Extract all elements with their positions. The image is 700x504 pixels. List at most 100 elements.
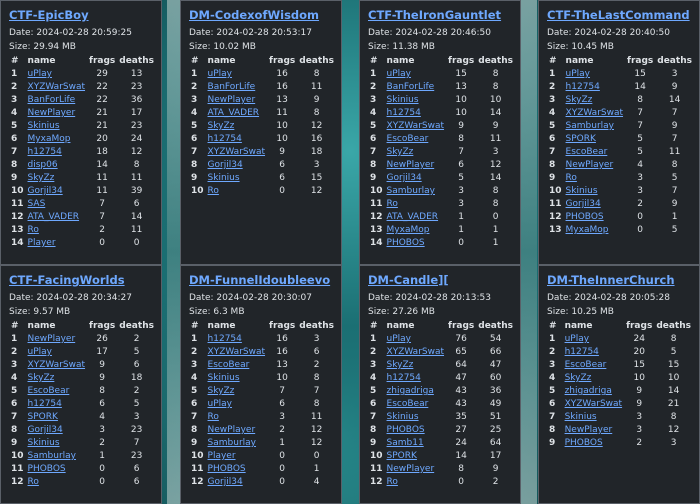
player-link[interactable]: SkyZz (564, 373, 592, 383)
player-link[interactable]: EscoBear (565, 147, 608, 157)
match-title-link[interactable]: DM-TheInnerChurch (547, 273, 675, 287)
match-title-link[interactable]: DM-CodexofWisdom (189, 8, 320, 22)
player-link[interactable]: XYZWarSwat (27, 82, 86, 92)
player-link[interactable]: SkyZz (207, 386, 235, 396)
player-link[interactable]: Ro (207, 186, 219, 196)
match-title-link[interactable]: CTF-TheLastCommand (547, 8, 690, 22)
player-link[interactable]: MyxaMop (27, 134, 71, 144)
player-link[interactable]: Gorjil34 (27, 186, 63, 196)
player-link[interactable]: NewPlayer (565, 160, 614, 170)
player-link[interactable]: uPlay (386, 334, 412, 344)
player-link[interactable]: BanForLife (207, 82, 256, 92)
player-link[interactable]: NewPlayer (27, 108, 76, 118)
match-title-link[interactable]: DM-FunnelIdoubleevo (189, 273, 331, 287)
player-link[interactable]: EscoBear (564, 360, 607, 370)
player-link[interactable]: PHOBOS (386, 425, 425, 435)
player-link[interactable]: XYZWarSwat (565, 108, 624, 118)
player-link[interactable]: h12754 (207, 334, 242, 344)
player-link[interactable]: PHOBOS (565, 212, 604, 222)
player-link[interactable]: Samburlay (565, 121, 614, 131)
player-link[interactable]: EscoBear (207, 360, 250, 370)
player-link[interactable]: Skinius (207, 373, 240, 383)
player-link[interactable]: PHOBOS (207, 464, 246, 474)
player-link[interactable]: NewPlayer (386, 464, 435, 474)
player-link[interactable]: h12754 (207, 134, 242, 144)
player-link[interactable]: PHOBOS (564, 438, 603, 448)
player-link[interactable]: Ro (27, 225, 39, 235)
player-link[interactable]: EscoBear (386, 134, 429, 144)
player-link[interactable]: Ro (386, 477, 398, 487)
player-link[interactable]: PHOBOS (386, 238, 425, 248)
player-link[interactable]: ATA_VADER (207, 108, 260, 118)
player-link[interactable]: Skinius (564, 412, 597, 422)
player-link[interactable]: uPlay (207, 399, 233, 409)
player-link[interactable]: zhigadriga (386, 386, 434, 396)
player-link[interactable]: NewPlayer (386, 160, 435, 170)
player-link[interactable]: Ro (565, 173, 577, 183)
match-title-link[interactable]: CTF-EpicBoy (9, 8, 89, 22)
player-link[interactable]: XYZWarSwat (386, 347, 445, 357)
player-link[interactable]: NewPlayer (207, 95, 256, 105)
player-link[interactable]: Skinius (27, 121, 60, 131)
player-link[interactable]: zhigadriga (564, 386, 612, 396)
player-link[interactable]: Skinius (386, 412, 419, 422)
player-link[interactable]: Gorjil34 (27, 425, 63, 435)
player-link[interactable]: Ro (27, 477, 39, 487)
player-link[interactable]: Gorjil34 (565, 199, 601, 209)
player-link[interactable]: h12754 (386, 108, 421, 118)
player-link[interactable]: Samburlay (27, 451, 76, 461)
player-link[interactable]: SkyZz (386, 147, 414, 157)
player-link[interactable]: SAS (27, 199, 46, 209)
player-link[interactable]: uPlay (564, 334, 590, 344)
player-link[interactable]: uPlay (565, 69, 591, 79)
player-link[interactable]: MyxaMop (386, 225, 430, 235)
player-link[interactable]: Gorjil34 (207, 160, 243, 170)
player-link[interactable]: uPlay (27, 69, 53, 79)
player-link[interactable]: Skinius (207, 173, 240, 183)
player-link[interactable]: PHOBOS (27, 464, 66, 474)
player-link[interactable]: h12754 (27, 399, 62, 409)
player-link[interactable]: NewPlayer (207, 425, 256, 435)
player-link[interactable]: Player (27, 238, 56, 248)
match-title-link[interactable]: CTF-TheIronGauntlet (368, 8, 502, 22)
player-link[interactable]: Ro (207, 412, 219, 422)
player-link[interactable]: Skinius (565, 186, 598, 196)
player-link[interactable]: XYZWarSwat (207, 347, 266, 357)
player-link[interactable]: h12754 (386, 373, 421, 383)
player-link[interactable]: Samb11 (386, 438, 424, 448)
player-link[interactable]: SkyZz (27, 373, 55, 383)
player-link[interactable]: Gorjil34 (207, 477, 243, 487)
player-link[interactable]: uPlay (207, 69, 233, 79)
player-link[interactable]: SPORK (386, 451, 417, 461)
player-link[interactable]: SkyZz (207, 121, 235, 131)
player-link[interactable]: XYZWarSwat (386, 121, 445, 131)
player-link[interactable]: NewPlayer (27, 334, 76, 344)
player-link[interactable]: BanForLife (27, 95, 76, 105)
player-link[interactable]: MyxaMop (565, 225, 609, 235)
player-link[interactable]: NewPlayer (564, 425, 613, 435)
player-link[interactable]: h12754 (565, 82, 600, 92)
player-link[interactable]: ATA_VADER (386, 212, 439, 222)
player-link[interactable]: BanForLife (386, 82, 435, 92)
player-link[interactable]: Gorjil34 (386, 173, 422, 183)
player-link[interactable]: Samburlay (207, 438, 256, 448)
player-link[interactable]: Player (207, 451, 236, 461)
player-link[interactable]: EscoBear (386, 399, 429, 409)
player-link[interactable]: SkyZz (27, 173, 55, 183)
player-link[interactable]: ATA_VADER (27, 212, 80, 222)
player-link[interactable]: uPlay (27, 347, 53, 357)
player-link[interactable]: SPORK (565, 134, 596, 144)
player-link[interactable]: EscoBear (27, 386, 70, 396)
player-link[interactable]: h12754 (564, 347, 599, 357)
player-link[interactable]: Samburlay (386, 186, 435, 196)
player-link[interactable]: Skinius (386, 95, 419, 105)
player-link[interactable]: h12754 (27, 147, 62, 157)
player-link[interactable]: SkyZz (386, 360, 414, 370)
player-link[interactable]: disp06 (27, 160, 58, 170)
player-link[interactable]: uPlay (386, 69, 412, 79)
player-link[interactable]: XYZWarSwat (207, 147, 266, 157)
player-link[interactable]: SkyZz (565, 95, 593, 105)
player-link[interactable]: XYZWarSwat (27, 360, 86, 370)
player-link[interactable]: Skinius (27, 438, 60, 448)
player-link[interactable]: SPORK (27, 412, 58, 422)
